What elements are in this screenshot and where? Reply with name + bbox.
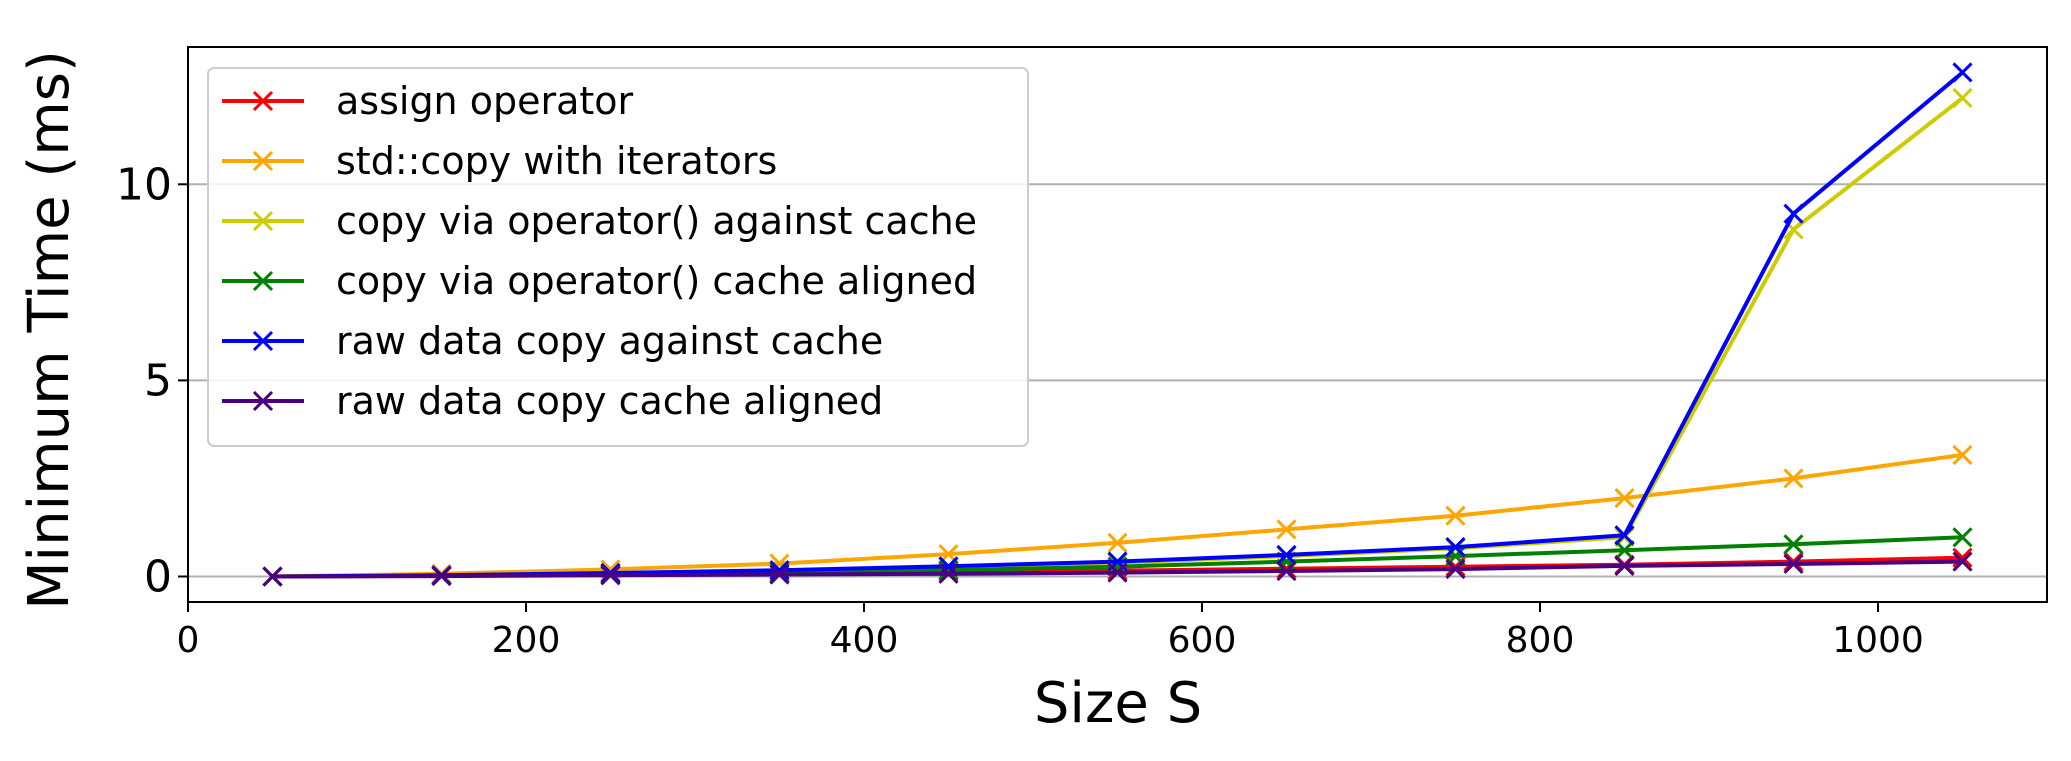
data-point-marker <box>1783 203 1804 224</box>
data-point-marker <box>600 562 621 584</box>
x-tick-label: 0 <box>177 620 200 661</box>
x-tick-label: 1000 <box>1832 620 1924 661</box>
legend-marker <box>252 210 274 232</box>
data-point-marker <box>938 563 959 584</box>
data-point-marker <box>1952 551 1973 572</box>
data-point-marker <box>1952 444 1973 465</box>
data-point-marker <box>769 564 790 585</box>
legend-label: raw data copy cache aligned <box>336 379 883 423</box>
series-5 <box>262 551 1973 587</box>
series-line <box>272 452 1963 579</box>
x-tick-label: 400 <box>830 620 899 661</box>
legend-label: copy via operator() against cache <box>336 199 977 243</box>
data-point-marker <box>600 565 621 586</box>
data-point-marker <box>262 566 283 587</box>
y-axis-ticks: 0 5 10 <box>116 159 188 603</box>
data-point-marker <box>1783 534 1804 555</box>
data-point-marker <box>1276 544 1297 565</box>
data-point-marker <box>1614 525 1635 546</box>
legend-marker <box>252 150 274 172</box>
data-point-marker <box>1445 558 1466 580</box>
data-point-marker <box>1614 555 1635 576</box>
x-axis-ticks: 0 200 400 600 800 1000 <box>177 602 1924 661</box>
legend-marker <box>252 90 274 112</box>
x-tick-label: 200 <box>492 620 561 661</box>
legend-label: copy via operator() cache aligned <box>336 259 977 303</box>
legend-item: raw data copy against cache <box>222 319 883 363</box>
data-point-marker <box>1614 487 1635 509</box>
data-point-marker <box>1445 537 1466 558</box>
data-point-marker <box>1107 532 1128 553</box>
data-point-marker <box>1783 551 1804 572</box>
legend-item: raw data copy cache aligned <box>222 379 883 423</box>
data-point-marker <box>1276 560 1297 582</box>
data-point-marker <box>1952 87 1973 109</box>
data-point-marker <box>1276 519 1297 540</box>
y-tick-label: 5 <box>144 355 172 406</box>
data-point-marker <box>1107 562 1128 583</box>
legend-box <box>207 67 1029 447</box>
x-tick-label: 800 <box>1506 620 1575 661</box>
x-axis-label: Size S <box>1034 671 1202 736</box>
legend-marker <box>252 270 274 292</box>
legend-marker <box>252 390 274 412</box>
plot-frame <box>187 46 2048 603</box>
y-tick-label: 0 <box>144 552 172 603</box>
legend-item: assign operator <box>222 79 634 123</box>
legend-marker <box>252 330 274 352</box>
legend-item: copy via operator() against cache <box>222 199 977 243</box>
series-lines <box>262 62 1973 587</box>
legend-label: assign operator <box>336 79 634 123</box>
data-point-marker <box>1952 62 1973 83</box>
data-point-marker <box>1783 468 1804 489</box>
x-tick-label: 600 <box>1168 620 1237 661</box>
legend-item: copy via operator() cache aligned <box>222 259 977 303</box>
data-point-marker <box>1952 527 1973 548</box>
y-axis-label: Minimum Time (ms) <box>17 50 82 610</box>
data-point-marker <box>1614 540 1635 561</box>
legend-item: std::copy with iterators <box>222 139 777 183</box>
legend-label: std::copy with iterators <box>336 139 777 183</box>
data-point-marker <box>1445 505 1466 526</box>
legend-label: raw data copy against cache <box>336 319 883 363</box>
data-point-marker <box>431 566 452 587</box>
y-tick-label: 10 <box>116 159 172 210</box>
data-point-marker <box>1783 553 1804 575</box>
